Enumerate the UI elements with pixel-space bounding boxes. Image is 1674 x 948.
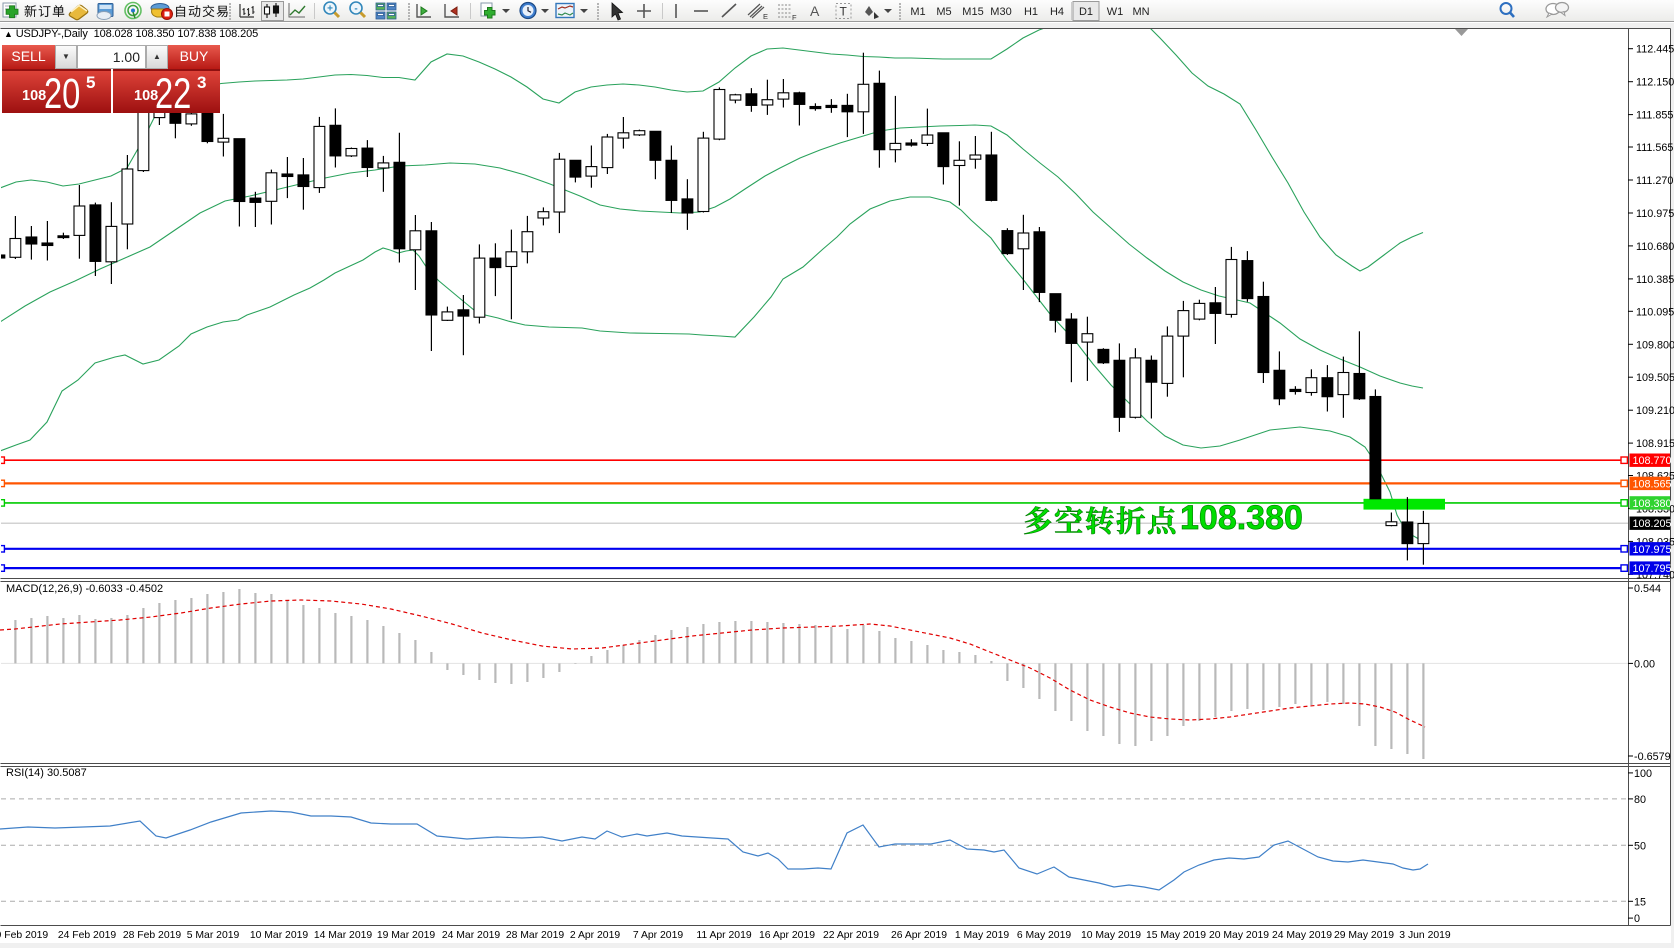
- svg-text:111.855: 111.855: [1636, 110, 1673, 122]
- svg-text:5 Mar 2019: 5 Mar 2019: [187, 930, 240, 941]
- svg-text:111.565: 111.565: [1636, 142, 1673, 154]
- svg-text:80: 80: [1634, 794, 1646, 806]
- svg-text:22 Apr 2019: 22 Apr 2019: [823, 930, 879, 941]
- svg-text:110.975: 110.975: [1636, 208, 1674, 220]
- svg-text:110.095: 110.095: [1636, 306, 1674, 318]
- svg-text:E: E: [763, 12, 768, 21]
- svg-text:MACD(12,26,9) -0.6033 -0.4502: MACD(12,26,9) -0.6033 -0.4502: [6, 583, 163, 595]
- svg-text:10 Mar 2019: 10 Mar 2019: [250, 930, 309, 941]
- svg-text:10 May 2019: 10 May 2019: [1081, 930, 1141, 941]
- svg-text:108.565: 108.565: [1633, 478, 1672, 490]
- svg-text:50: 50: [1634, 840, 1646, 852]
- svg-text:24 Mar 2019: 24 Mar 2019: [442, 930, 501, 941]
- svg-text:A: A: [810, 3, 820, 19]
- svg-text:6 May 2019: 6 May 2019: [1017, 930, 1072, 941]
- svg-text:108.380: 108.380: [1180, 499, 1303, 537]
- svg-text:110.680: 110.680: [1636, 241, 1674, 253]
- svg-text:0.00: 0.00: [1634, 658, 1655, 670]
- svg-text:+: +: [327, 4, 333, 15]
- svg-text:RSI(14) 30.5087: RSI(14) 30.5087: [6, 767, 87, 779]
- svg-text:D1: D1: [1079, 6, 1093, 18]
- svg-text:M1: M1: [910, 6, 925, 18]
- svg-text:24 Feb 2019: 24 Feb 2019: [58, 930, 117, 941]
- svg-text:26 Apr 2019: 26 Apr 2019: [891, 930, 947, 941]
- svg-text:107.795: 107.795: [1633, 563, 1672, 575]
- svg-text:112.445: 112.445: [1636, 44, 1674, 56]
- svg-text:T: T: [840, 5, 848, 19]
- svg-text:W1: W1: [1107, 6, 1124, 18]
- svg-text:109.210: 109.210: [1636, 405, 1674, 417]
- svg-text:F: F: [792, 13, 797, 22]
- svg-text:3 Jun 2019: 3 Jun 2019: [1399, 930, 1451, 941]
- svg-text:14 Mar 2019: 14 Mar 2019: [314, 930, 373, 941]
- svg-text:0: 0: [1634, 913, 1640, 925]
- svg-text:28 Mar 2019: 28 Mar 2019: [506, 930, 565, 941]
- svg-text:108.770: 108.770: [1633, 455, 1672, 467]
- svg-text:28 Feb 2019: 28 Feb 2019: [123, 930, 182, 941]
- svg-text:M30: M30: [990, 6, 1011, 18]
- svg-text:108.915: 108.915: [1636, 438, 1674, 450]
- svg-text:H1: H1: [1024, 6, 1038, 18]
- svg-text:109.505: 109.505: [1636, 372, 1674, 384]
- svg-text:108.380: 108.380: [1633, 498, 1672, 510]
- svg-text:11 Apr 2019: 11 Apr 2019: [696, 930, 751, 941]
- svg-text:-0.6579: -0.6579: [1634, 751, 1671, 763]
- svg-text:100: 100: [1634, 768, 1652, 780]
- svg-text:2 Apr 2019: 2 Apr 2019: [570, 930, 620, 941]
- svg-text:112.150: 112.150: [1636, 77, 1674, 89]
- svg-text:109.800: 109.800: [1636, 339, 1674, 351]
- svg-text:16 Apr 2019: 16 Apr 2019: [759, 930, 815, 941]
- svg-text:0.544: 0.544: [1634, 583, 1661, 595]
- svg-text:15: 15: [1634, 896, 1646, 908]
- svg-text:M15: M15: [962, 6, 983, 18]
- svg-text:29 May 2019: 29 May 2019: [1334, 930, 1394, 941]
- svg-text:M5: M5: [936, 6, 951, 18]
- svg-text:111.270: 111.270: [1636, 175, 1673, 187]
- svg-text:107.975: 107.975: [1633, 544, 1672, 556]
- svg-text:7 Apr 2019: 7 Apr 2019: [633, 930, 683, 941]
- svg-text:19 Feb 2019: 19 Feb 2019: [0, 930, 48, 941]
- svg-text:20 May 2019: 20 May 2019: [1209, 930, 1269, 941]
- svg-text:15 May 2019: 15 May 2019: [1146, 930, 1206, 941]
- svg-text:H4: H4: [1050, 6, 1064, 18]
- svg-text:19 Mar 2019: 19 Mar 2019: [377, 930, 436, 941]
- svg-text:1 May 2019: 1 May 2019: [955, 930, 1010, 941]
- svg-text:-: -: [354, 4, 357, 15]
- svg-text:24 May 2019: 24 May 2019: [1272, 930, 1332, 941]
- svg-text:MN: MN: [1132, 6, 1149, 18]
- svg-text:110.385: 110.385: [1636, 274, 1674, 286]
- svg-text:108.205: 108.205: [1633, 518, 1672, 530]
